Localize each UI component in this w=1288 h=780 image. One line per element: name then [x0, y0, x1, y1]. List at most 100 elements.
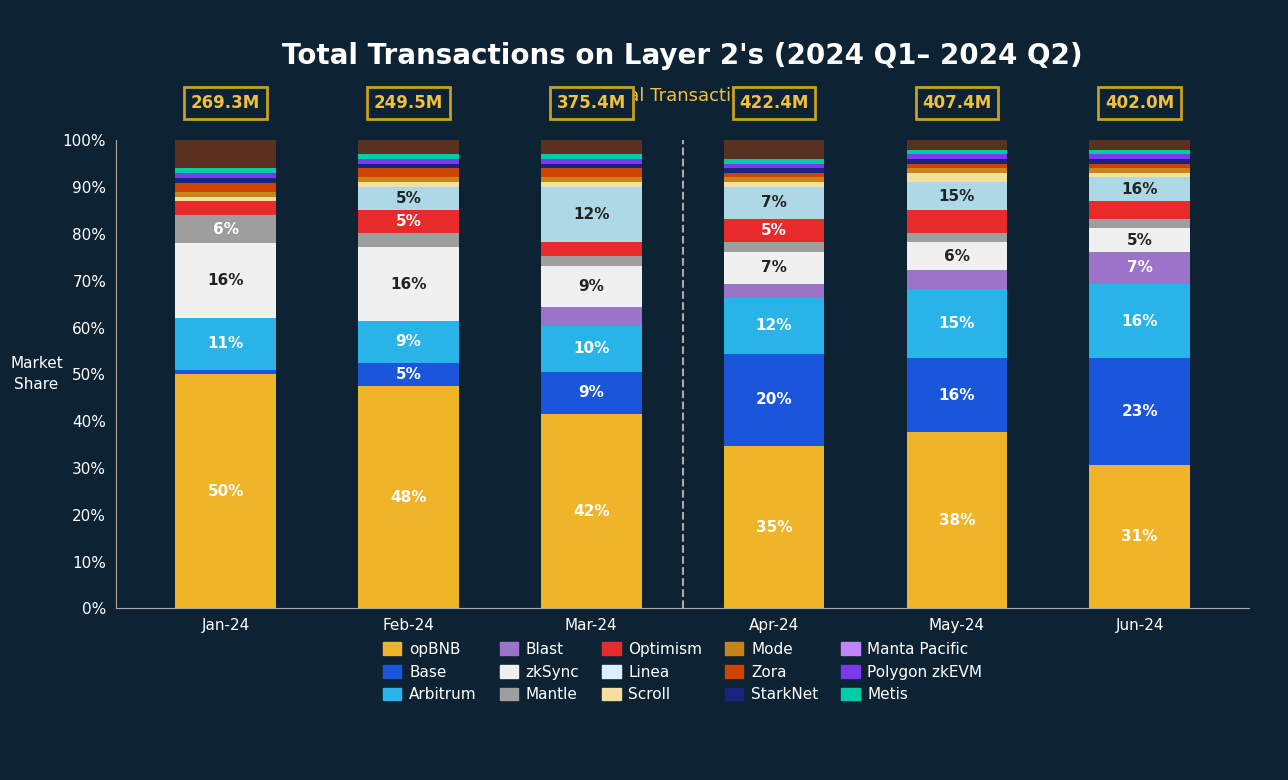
Bar [724, 243, 824, 252]
Text: 249.5M: 249.5M [374, 94, 443, 112]
Text: 5%: 5% [395, 191, 421, 206]
Bar [358, 386, 459, 608]
Bar [1090, 178, 1190, 200]
Bar [541, 257, 641, 265]
Text: 15%: 15% [939, 189, 975, 204]
Title: Total Transactions on Layer 2's (2024 Q1– 2024 Q2): Total Transactions on Layer 2's (2024 Q1… [282, 42, 1083, 70]
Text: 10%: 10% [573, 342, 609, 356]
Bar [907, 289, 1007, 358]
Bar [907, 164, 1007, 168]
Bar [358, 178, 459, 182]
Bar [1090, 140, 1190, 150]
Bar [907, 233, 1007, 243]
Bar [541, 243, 641, 257]
Text: 15%: 15% [939, 316, 975, 331]
Bar [724, 182, 824, 186]
Bar [1090, 173, 1190, 178]
Bar [724, 252, 824, 284]
Text: 9%: 9% [578, 279, 604, 294]
Bar [724, 159, 824, 164]
Text: 5%: 5% [395, 367, 421, 382]
Bar [724, 178, 824, 182]
Text: Market
Share: Market Share [10, 356, 63, 392]
Bar [175, 168, 276, 173]
Bar [1090, 159, 1190, 164]
Bar [175, 173, 276, 178]
Text: 5%: 5% [395, 214, 421, 229]
Bar [907, 168, 1007, 173]
Bar [1090, 168, 1190, 173]
Bar [1090, 229, 1190, 252]
Bar [907, 270, 1007, 289]
Text: 12%: 12% [573, 207, 609, 222]
Bar [541, 168, 641, 178]
Bar [175, 374, 276, 608]
Bar [724, 284, 824, 298]
Bar [907, 432, 1007, 608]
Bar [1090, 154, 1190, 159]
Bar [175, 192, 276, 197]
Bar [907, 243, 1007, 270]
Legend: opBNB, Base, Arbitrum, Blast, zkSync, Mantle, Optimism, Linea, Scroll, Mode, Zor: opBNB, Base, Arbitrum, Blast, zkSync, Ma… [377, 636, 988, 708]
Bar [541, 265, 641, 307]
Text: 38%: 38% [939, 513, 975, 528]
Bar [907, 358, 1007, 432]
Text: 16%: 16% [939, 388, 975, 402]
Bar [907, 182, 1007, 210]
Bar [358, 363, 459, 386]
Text: 35%: 35% [756, 519, 792, 535]
Bar [541, 164, 641, 168]
Bar [358, 182, 459, 186]
Bar [1090, 358, 1190, 465]
Bar [1090, 252, 1190, 284]
Text: 11%: 11% [207, 336, 243, 352]
Bar [1090, 150, 1190, 154]
Bar [724, 446, 824, 608]
Text: 48%: 48% [390, 490, 426, 505]
Bar [907, 140, 1007, 150]
Bar [358, 159, 459, 164]
Bar [724, 140, 824, 159]
Bar [358, 164, 459, 168]
Bar [175, 183, 276, 192]
Bar [541, 159, 641, 164]
Text: 6%: 6% [213, 222, 238, 237]
Bar [175, 318, 276, 370]
Text: 23%: 23% [1122, 404, 1158, 419]
Text: 9%: 9% [578, 385, 604, 400]
Text: 16%: 16% [1122, 182, 1158, 197]
Bar [358, 321, 459, 363]
Text: 422.4M: 422.4M [739, 94, 809, 112]
Bar [358, 154, 459, 159]
Bar [358, 140, 459, 154]
Bar [541, 326, 641, 372]
Bar [724, 164, 824, 168]
Text: 402.0M: 402.0M [1105, 94, 1175, 112]
Bar [541, 413, 641, 608]
Bar [1090, 200, 1190, 219]
Bar [358, 168, 459, 178]
Bar [175, 178, 276, 183]
Bar [358, 247, 459, 321]
Text: 269.3M: 269.3M [191, 94, 260, 112]
Bar [175, 201, 276, 215]
Bar [907, 154, 1007, 159]
Text: 5%: 5% [761, 223, 787, 238]
Text: 9%: 9% [395, 335, 421, 349]
Text: 16%: 16% [207, 273, 243, 289]
Bar [175, 140, 276, 168]
Bar [541, 372, 641, 413]
Bar [541, 307, 641, 326]
Bar [358, 210, 459, 233]
Bar [175, 197, 276, 201]
Text: 7%: 7% [761, 196, 787, 211]
Text: 50%: 50% [207, 484, 243, 499]
Bar [1090, 219, 1190, 229]
Bar [541, 186, 641, 243]
Bar [541, 140, 641, 154]
Bar [541, 154, 641, 159]
Bar [1090, 465, 1190, 608]
Bar [175, 215, 276, 243]
Bar [724, 298, 824, 353]
Bar [175, 243, 276, 318]
